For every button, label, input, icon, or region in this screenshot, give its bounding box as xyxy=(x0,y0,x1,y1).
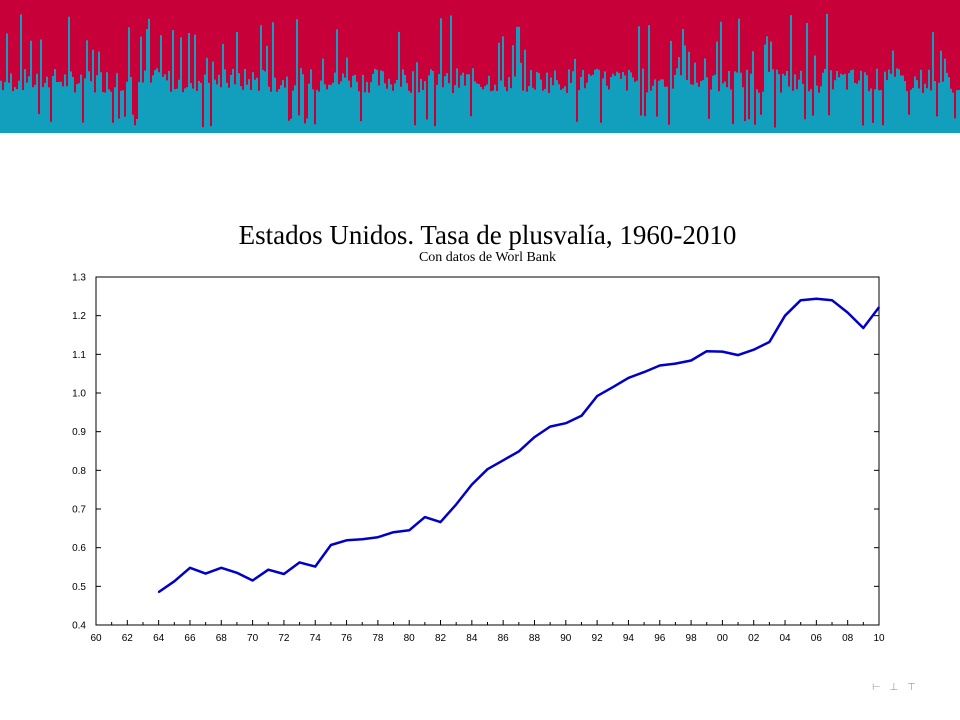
y-tick-label: 1.1 xyxy=(72,350,86,361)
y-tick-label: 0.7 xyxy=(72,505,86,516)
data-point xyxy=(549,425,551,428)
x-tick-label: 62 xyxy=(122,633,134,644)
data-point xyxy=(298,561,301,564)
data-point xyxy=(533,436,536,438)
x-tick-label: 88 xyxy=(529,633,541,644)
data-point xyxy=(580,415,583,417)
y-tick-label: 1.0 xyxy=(72,389,86,400)
data-point xyxy=(612,386,614,389)
data-point xyxy=(204,572,207,575)
data-point xyxy=(799,299,802,302)
data-point xyxy=(377,536,379,538)
y-tick-label: 0.9 xyxy=(72,427,86,438)
data-point xyxy=(565,422,567,425)
data-point xyxy=(831,299,833,302)
data-point xyxy=(784,314,786,317)
data-point xyxy=(815,297,818,300)
data-point xyxy=(752,348,755,351)
decorative-banner xyxy=(0,0,960,133)
data-point xyxy=(283,573,285,575)
x-tick-label: 00 xyxy=(717,633,729,644)
x-tick-label: 76 xyxy=(341,633,353,644)
data-point xyxy=(330,544,332,546)
x-tick-label: 06 xyxy=(811,633,823,644)
x-tick-label: 80 xyxy=(404,633,416,644)
y-tick-label: 1.3 xyxy=(72,273,86,284)
x-tick-label: 90 xyxy=(560,633,572,644)
data-point xyxy=(173,580,176,583)
x-tick-label: 60 xyxy=(90,633,102,644)
x-tick-label: 10 xyxy=(873,633,885,644)
data-point xyxy=(596,395,598,397)
data-point xyxy=(674,362,677,365)
data-point xyxy=(408,529,411,532)
x-tick-label: 04 xyxy=(779,633,791,644)
chart-title: Estados Unidos. Tasa de plusvalía, 1960-… xyxy=(238,220,737,250)
x-tick-label: 02 xyxy=(748,633,760,644)
data-point xyxy=(251,579,254,582)
x-tick-label: 72 xyxy=(278,633,290,644)
data-point xyxy=(846,311,849,314)
x-tick-label: 08 xyxy=(842,633,854,644)
data-point xyxy=(189,567,191,569)
x-tick-label: 92 xyxy=(592,633,604,644)
data-point xyxy=(627,377,630,379)
chart-subtitle: Con datos de Worl Bank xyxy=(418,250,557,265)
x-tick-label: 78 xyxy=(372,633,384,644)
data-point xyxy=(236,572,238,574)
data-point xyxy=(345,539,348,542)
x-tick-label: 82 xyxy=(435,633,447,644)
x-tick-label: 68 xyxy=(216,633,228,644)
x-tick-label: 64 xyxy=(153,633,165,644)
x-tick-label: 98 xyxy=(686,633,698,644)
data-point xyxy=(439,521,442,523)
data-point xyxy=(455,503,458,506)
data-point xyxy=(314,565,317,568)
data-point xyxy=(862,327,865,329)
data-point xyxy=(502,459,505,462)
data-point xyxy=(690,359,692,362)
plot-frame xyxy=(95,276,880,626)
x-tick-label: 84 xyxy=(466,633,478,644)
data-point xyxy=(471,483,473,486)
data-point xyxy=(737,354,739,356)
data-point xyxy=(721,350,724,353)
banner-waveform xyxy=(0,13,960,133)
data-point xyxy=(643,371,645,373)
data-point xyxy=(361,538,364,540)
x-tick-label: 74 xyxy=(310,633,322,644)
x-tick-label: 96 xyxy=(654,633,666,644)
data-point xyxy=(486,468,489,471)
x-tick-label: 70 xyxy=(247,633,259,644)
y-tick-label: 0.8 xyxy=(72,466,86,477)
data-point xyxy=(659,364,661,367)
data-point xyxy=(705,350,708,353)
series-line xyxy=(157,297,880,594)
data-point xyxy=(768,341,771,343)
y-tick-label: 0.4 xyxy=(72,621,86,632)
y-tick-label: 1.2 xyxy=(72,311,86,322)
x-tick-label: 66 xyxy=(184,633,196,644)
footer-mark: ⊢ ⊥ ⊤ xyxy=(872,682,919,693)
data-point xyxy=(157,591,160,593)
data-point xyxy=(424,516,426,518)
data-point xyxy=(392,531,395,533)
x-tick-label: 94 xyxy=(623,633,635,644)
data-point xyxy=(878,306,880,309)
data-point xyxy=(518,450,520,453)
y-tick-label: 0.5 xyxy=(72,582,86,593)
x-tick-label: 86 xyxy=(498,633,510,644)
data-point xyxy=(267,568,270,571)
data-point xyxy=(220,567,223,569)
y-tick-label: 0.6 xyxy=(72,543,86,554)
